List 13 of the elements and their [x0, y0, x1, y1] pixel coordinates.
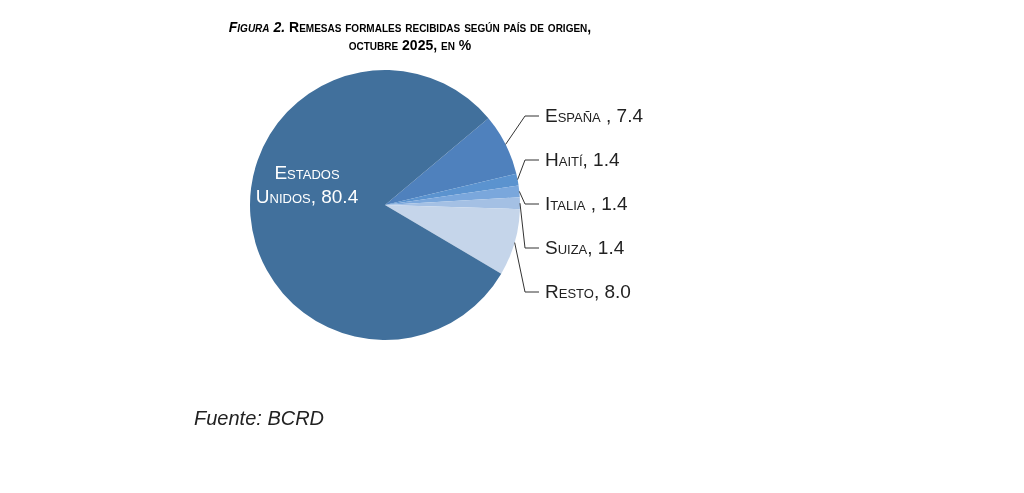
slice-label: Estados Unidos, 80.4 — [254, 161, 360, 209]
slice-label: Haití, 1.4 — [545, 149, 620, 170]
pie-slice — [385, 205, 520, 274]
pie-slice — [385, 173, 519, 205]
slice-label: Suiza, 1.4 — [545, 237, 625, 258]
pie-slice — [385, 118, 517, 205]
source-note: Fuente: BCRD — [194, 407, 325, 429]
pie-slice — [385, 185, 520, 205]
pie-slice — [250, 70, 502, 340]
slice-label: Italia , 1.4 — [545, 193, 629, 214]
chart-title: Figura 2. Remesas formales recibidas según país de origen, octubre 2025, en % — [228, 19, 592, 53]
slice-label: España , 7.4 — [545, 105, 644, 126]
slice-label: Resto, 8.0 — [545, 281, 631, 302]
